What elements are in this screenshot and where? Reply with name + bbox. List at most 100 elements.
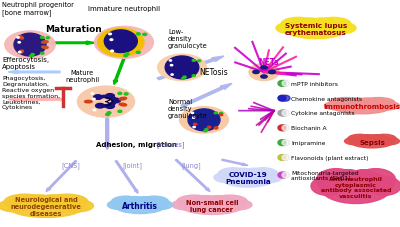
- Ellipse shape: [372, 135, 396, 143]
- Ellipse shape: [282, 96, 290, 102]
- Circle shape: [182, 78, 185, 80]
- Ellipse shape: [282, 155, 290, 161]
- Ellipse shape: [104, 31, 137, 53]
- Ellipse shape: [327, 23, 356, 35]
- FancyArrow shape: [8, 98, 62, 101]
- Circle shape: [109, 34, 112, 36]
- Ellipse shape: [106, 104, 114, 109]
- Circle shape: [214, 112, 218, 114]
- Ellipse shape: [5, 32, 55, 59]
- Ellipse shape: [278, 155, 286, 161]
- Text: Phagocytosis,
Degranulation,
Reactive oxygen
species formation,
Leukotrines,
Cyt: Phagocytosis, Degranulation, Reactive ox…: [2, 76, 60, 110]
- Ellipse shape: [297, 19, 322, 29]
- Ellipse shape: [59, 200, 94, 212]
- Circle shape: [194, 124, 197, 126]
- Text: Immature neutrophil: Immature neutrophil: [88, 6, 160, 12]
- Ellipse shape: [269, 71, 275, 74]
- Circle shape: [170, 65, 173, 67]
- Circle shape: [220, 113, 223, 115]
- FancyArrow shape: [46, 161, 77, 192]
- Text: Maturation: Maturation: [46, 25, 102, 34]
- Text: mPTP inhibitors: mPTP inhibitors: [291, 81, 338, 86]
- Text: Chemokine antagonists: Chemokine antagonists: [291, 96, 362, 101]
- Ellipse shape: [108, 200, 131, 210]
- Ellipse shape: [0, 200, 33, 212]
- Ellipse shape: [165, 57, 199, 79]
- Ellipse shape: [42, 42, 48, 44]
- FancyArrow shape: [8, 71, 60, 74]
- Ellipse shape: [4, 194, 46, 209]
- Ellipse shape: [94, 95, 102, 100]
- Ellipse shape: [38, 195, 69, 206]
- Ellipse shape: [98, 29, 144, 57]
- Circle shape: [93, 110, 96, 111]
- Ellipse shape: [349, 170, 378, 186]
- Ellipse shape: [282, 173, 290, 178]
- Ellipse shape: [102, 96, 106, 98]
- Circle shape: [124, 55, 128, 57]
- Ellipse shape: [214, 173, 238, 183]
- Circle shape: [118, 93, 122, 95]
- Ellipse shape: [261, 67, 267, 70]
- Text: Sepsis: Sepsis: [359, 139, 385, 145]
- Ellipse shape: [380, 138, 400, 145]
- Circle shape: [18, 42, 20, 44]
- Circle shape: [143, 34, 147, 36]
- Ellipse shape: [329, 98, 362, 109]
- Ellipse shape: [344, 138, 364, 145]
- Circle shape: [183, 77, 186, 79]
- Ellipse shape: [242, 168, 264, 178]
- Ellipse shape: [344, 99, 368, 106]
- Ellipse shape: [320, 171, 392, 204]
- Ellipse shape: [369, 177, 400, 195]
- Ellipse shape: [14, 34, 46, 57]
- Text: Biochanin A: Biochanin A: [291, 126, 327, 131]
- Ellipse shape: [350, 136, 394, 148]
- Ellipse shape: [110, 98, 116, 100]
- Text: Immunothrombosis: Immunothrombosis: [324, 104, 400, 110]
- Ellipse shape: [311, 177, 344, 195]
- Ellipse shape: [110, 103, 116, 105]
- Ellipse shape: [282, 140, 290, 146]
- Text: [CNS]: [CNS]: [62, 161, 81, 168]
- Ellipse shape: [135, 197, 156, 205]
- Ellipse shape: [172, 200, 201, 210]
- Ellipse shape: [158, 55, 206, 81]
- Ellipse shape: [149, 200, 172, 210]
- Circle shape: [205, 129, 208, 131]
- Circle shape: [92, 99, 95, 100]
- Circle shape: [215, 127, 218, 129]
- Ellipse shape: [276, 23, 305, 35]
- Circle shape: [124, 93, 128, 96]
- Ellipse shape: [281, 18, 316, 32]
- FancyArrow shape: [104, 118, 110, 150]
- Circle shape: [193, 127, 195, 128]
- Ellipse shape: [206, 196, 231, 205]
- Ellipse shape: [278, 81, 286, 87]
- Circle shape: [118, 111, 122, 113]
- Circle shape: [198, 61, 201, 62]
- Circle shape: [220, 114, 223, 116]
- Ellipse shape: [316, 18, 351, 32]
- FancyArrow shape: [222, 160, 248, 166]
- FancyArrow shape: [52, 42, 96, 45]
- Ellipse shape: [111, 196, 140, 207]
- Text: Neutrophil progenitor
[bone marrow]: Neutrophil progenitor [bone marrow]: [2, 2, 74, 16]
- FancyArrow shape: [181, 84, 232, 108]
- Ellipse shape: [180, 107, 228, 133]
- FancyArrow shape: [175, 160, 210, 192]
- Text: Mature
neutrophil: Mature neutrophil: [65, 69, 99, 83]
- Text: Adhesion, migration: Adhesion, migration: [96, 141, 177, 147]
- Ellipse shape: [177, 195, 212, 208]
- Ellipse shape: [348, 135, 372, 143]
- Ellipse shape: [282, 81, 290, 87]
- Ellipse shape: [356, 99, 380, 106]
- Ellipse shape: [8, 196, 84, 217]
- Ellipse shape: [310, 19, 335, 29]
- Ellipse shape: [140, 196, 169, 207]
- Ellipse shape: [218, 168, 248, 180]
- Text: NETs: NETs: [258, 58, 279, 67]
- Ellipse shape: [42, 47, 48, 49]
- Circle shape: [214, 128, 218, 129]
- Ellipse shape: [78, 87, 134, 118]
